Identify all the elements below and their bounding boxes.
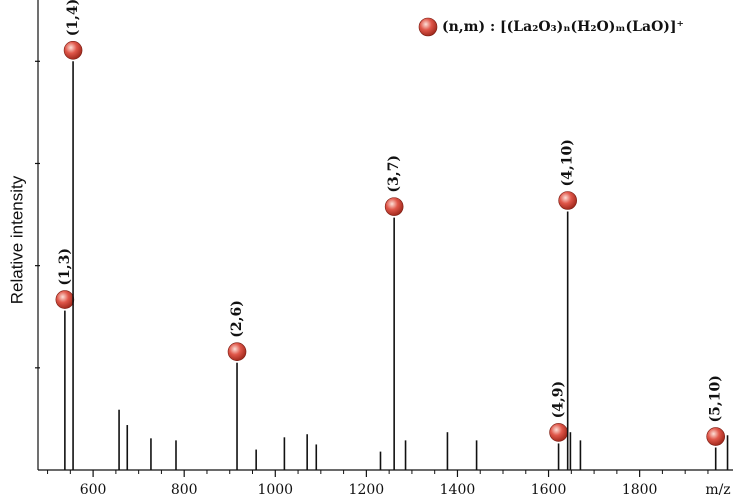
peak-label: (4,9) (551, 381, 567, 419)
x-tick-label: 600 (80, 482, 107, 498)
peak-label: (1,3) (57, 248, 73, 286)
x-axis-label: m/z (705, 482, 730, 498)
x-tick-label: 1400 (440, 482, 476, 498)
x-tick-label: 1800 (622, 482, 658, 498)
x-tick-label: 1600 (531, 482, 567, 498)
peak-label: (4,10) (560, 139, 576, 186)
peak-label: (3,7) (386, 155, 402, 193)
peak-marker (706, 427, 725, 446)
x-tick-label: 1200 (349, 482, 385, 498)
peak-marker (384, 197, 404, 216)
peak-marker (558, 191, 577, 210)
peak-label: (5,10) (708, 375, 724, 422)
x-tick-label: 800 (171, 482, 198, 498)
y-axis-label: Relative intensity (7, 175, 26, 304)
peak-marker (549, 423, 568, 442)
legend-marker (418, 17, 438, 37)
peak-marker (63, 41, 83, 60)
peak-marker (227, 342, 247, 362)
peak-label: (1,4) (65, 0, 81, 36)
peak-label: (2,6) (229, 300, 245, 338)
legend-label: (n,m) : [(La₂O₃)ₙ(H₂O)ₘ(LaO)]⁺ (442, 19, 684, 35)
x-tick-label: 1000 (257, 482, 293, 498)
peak-marker (55, 290, 75, 309)
